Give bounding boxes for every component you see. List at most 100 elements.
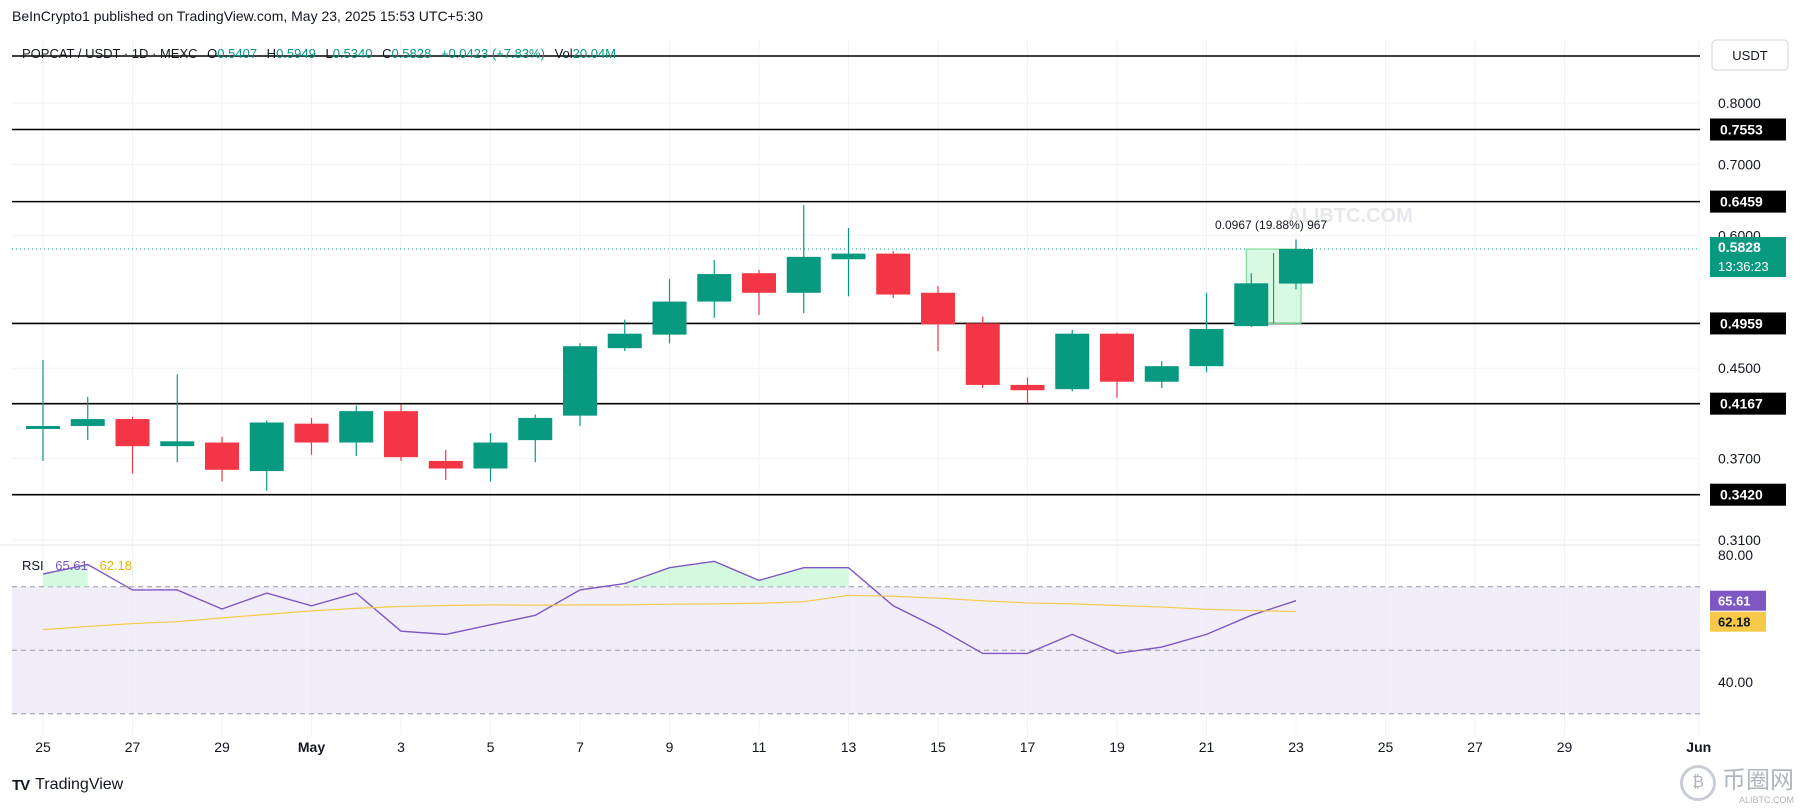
tradingview-logo[interactable]: TV TradingView [12,776,123,794]
rsi-legend: RSI 65.61 62.18 [22,558,132,573]
candle [294,417,329,455]
level-badge [1710,190,1786,213]
level-badge-label: 0.3420 [1720,487,1763,503]
candle [1234,273,1269,328]
candle [1010,377,1045,404]
high-value: 0.5949 [276,46,316,61]
candle-body [428,460,463,469]
candle [160,374,195,463]
corner-logo-text: 币圈网 [1722,767,1794,794]
measure-label: 0.0967 (19.88%) 967 [1215,218,1327,232]
candle-body [115,419,150,447]
horizontal-levels[interactable] [12,128,1700,496]
level-badge-label: 0.4167 [1720,396,1763,412]
watermark-text: ALIBTC.COM [1287,205,1413,227]
time-tick-label: 27 [125,739,141,755]
rsi-name: RSI [22,558,44,573]
level-badge [1710,312,1786,335]
candle-body [473,442,508,469]
candle [742,269,776,316]
time-tick-label: 7 [576,739,584,755]
time-axis[interactable]: 25 27 29 May 3 5 7 9 11 13 15 17 19 21 23 25 27 29 Jun [35,739,1711,755]
price-tick-label: 0.4500 [1718,360,1761,376]
candle [1100,332,1134,398]
time-tick-label: 29 [214,739,230,755]
candle [1055,329,1090,392]
candle-body [249,422,284,472]
open-label: O [207,46,217,61]
change-value: +0.0423 (+7.83%) [441,46,545,61]
candle-body [294,423,329,443]
corner-logo-subtext: ALIBTC.COM [1738,795,1794,805]
rsi-ma-line [42,594,1297,631]
candle-body [1144,366,1179,382]
low-value: 0.5340 [333,46,373,61]
rsi-ma-badge-label: 62.18 [1718,615,1751,630]
candle-body [160,441,195,447]
time-tick-label: Jun [1686,739,1711,755]
open-value: 0.5407 [217,46,257,61]
level-price-labels: 0.7553 0.6459 0.4959 0.4167 0.3420 [1710,118,1786,506]
time-tick-label: 11 [752,739,767,755]
candle-body [518,417,553,441]
candle-body [876,253,911,295]
candle [518,414,553,463]
candle [652,279,687,344]
candle-body [1189,328,1224,367]
corner-logo: ₿ 币圈网 ALIBTC.COM [1680,760,1794,805]
current-price-value: 0.5828 [1718,239,1761,255]
rsi-overbought-fill [624,561,849,587]
candles[interactable] [26,205,1313,491]
time-tick-label: 29 [1557,739,1573,755]
candle-body [1055,333,1090,390]
time-tick-label: 17 [1020,739,1036,755]
time-tick-label: 5 [487,739,495,755]
time-tick-label: 19 [1109,739,1125,755]
candle-body [70,419,105,426]
candle [473,432,508,482]
high-label: H [267,46,276,61]
level-badge [1710,118,1786,141]
time-tick-label: 3 [397,739,405,755]
svg-text:RSI 65.61 62.18: RSI 65.61 62.18 [22,558,132,573]
time-tick-label: 9 [666,739,674,755]
price-tick-label: 0.8000 [1718,95,1761,111]
candle [339,405,374,456]
candle [1189,292,1224,373]
candle-body [384,411,418,458]
price-tick-label: 0.3700 [1718,450,1761,466]
low-label: L [325,46,332,61]
tradingview-label: TradingView [35,776,124,793]
time-tick-label: 21 [1199,739,1215,755]
candle [607,319,642,352]
currency-button-label: USDT [1732,48,1767,63]
close-label: C [382,46,391,61]
candle-body [1279,249,1313,284]
rsi-overbought-fill [43,564,88,587]
publisher-line: BeInCrypto1 published on TradingView.com… [12,8,483,24]
volume-label: Vol [555,46,573,61]
candle-body [1010,384,1045,391]
rsi-pane[interactable]: 80.00 40.00 65.61 62.18 [12,547,1766,715]
candle [965,316,1000,389]
time-tick-label: 27 [1467,739,1483,755]
candle [70,396,105,441]
level-badge-label: 0.7553 [1720,122,1763,138]
time-tick-label: 13 [841,739,857,755]
currency-button[interactable]: USDT [1711,39,1789,71]
time-tick-label: 15 [930,739,946,755]
candle [831,227,866,297]
level-badge [1710,483,1786,506]
candle [697,260,732,318]
candle-body [697,274,732,302]
rsi-value: 65.61 [55,558,88,573]
level-badge [1710,392,1786,415]
candle-body [563,346,597,416]
rsi-value-badge [1710,590,1766,611]
rsi-ma-badge [1710,611,1766,632]
candle-body [831,253,866,260]
current-price-badge: 0.5828 13:36:23 [1710,237,1786,278]
countdown-timer: 13:36:23 [1718,259,1769,274]
candle-body [786,256,821,293]
